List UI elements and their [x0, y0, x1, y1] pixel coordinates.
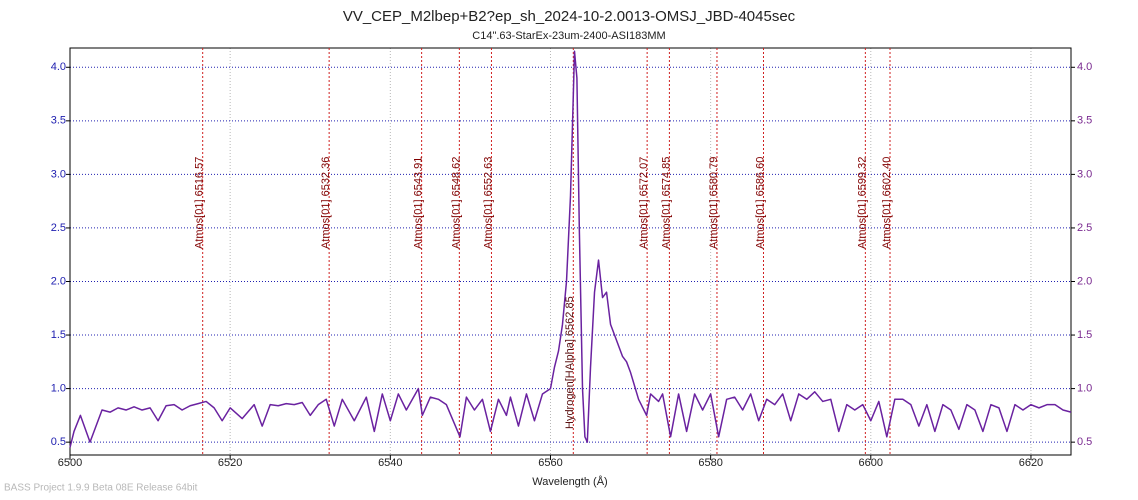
y2-tick-label: 3.0 — [1077, 168, 1092, 180]
annotation-label: Hydrogen[HAlpha] 6562.85 — [564, 296, 576, 429]
annotation-label: Atmos[01] 6586.60 — [754, 157, 766, 249]
y-tick-label: 3.5 — [51, 115, 66, 127]
x-tick-label: 6600 — [859, 457, 883, 469]
annotation-label: Atmos[01] 6543.91 — [413, 157, 425, 249]
y2-tick-label: 0.5 — [1077, 436, 1092, 448]
annotation-label: Atmos[01] 6602.40 — [881, 157, 893, 249]
y2-tick-label: 4.0 — [1077, 61, 1092, 73]
y-tick-label: 0.5 — [51, 436, 66, 448]
y2-tick-label: 1.0 — [1077, 383, 1092, 395]
annotation-label: Atmos[01] 6572.07 — [638, 157, 650, 249]
y-tick-label: 1.5 — [51, 329, 66, 341]
x-tick-label: 6620 — [1019, 457, 1043, 469]
y-tick-label: 2.5 — [51, 222, 66, 234]
chart-title: VV_CEP_M2lbep+B2?ep_sh_2024-10-2.0013-OM… — [343, 8, 796, 25]
x-tick-label: 6520 — [218, 457, 242, 469]
annotation-label: Atmos[01] 6516.57 — [194, 157, 206, 249]
chart-subtitle: C14".63-StarEx-23um-2400-ASI183MM — [472, 30, 665, 42]
annotation-label: Atmos[01] 6532.36 — [320, 157, 332, 249]
y-tick-label: 4.0 — [51, 61, 66, 73]
annotation-label: Atmos[01] 6548.62 — [450, 157, 462, 249]
y2-tick-label: 2.0 — [1077, 275, 1092, 287]
x-tick-label: 6500 — [58, 457, 82, 469]
y-tick-label: 2.0 — [51, 275, 66, 287]
x-tick-label: 6540 — [378, 457, 402, 469]
y-tick-label: 3.0 — [51, 168, 66, 180]
y2-tick-label: 1.5 — [1077, 329, 1092, 341]
y2-tick-label: 2.5 — [1077, 222, 1092, 234]
annotation-label: Atmos[01] 6580.79 — [708, 157, 720, 249]
annotation-label: Atmos[01] 6574.85 — [660, 157, 672, 249]
plot-frame — [69, 47, 1072, 456]
x-axis-label: Wavelength (Å) — [532, 475, 607, 488]
y-tick-label: 1.0 — [51, 383, 66, 395]
footer: BASS Project 1.9.9 Beta 08E Release 64bi… — [4, 483, 198, 494]
spectrum-line — [69, 50, 1072, 448]
y2-tick-label: 3.5 — [1077, 115, 1092, 127]
annotation-label: Atmos[01] 6552.63 — [482, 157, 494, 249]
x-tick-label: 6560 — [538, 457, 562, 469]
annotation-label: Atmos[01] 6599.32 — [856, 157, 868, 249]
x-tick-label: 6580 — [698, 457, 722, 469]
